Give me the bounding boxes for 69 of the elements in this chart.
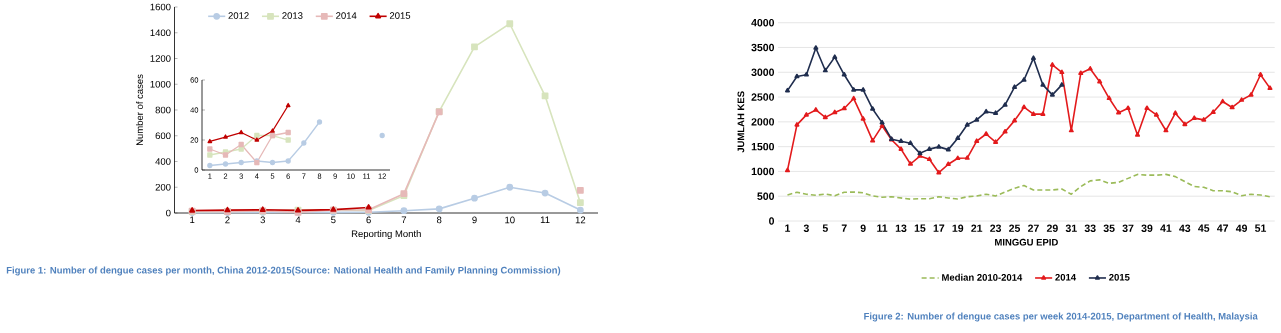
x-tick-label: 10	[505, 216, 515, 224]
y-tick-label: 200	[155, 183, 171, 191]
x-axis-title: MINGGU EPID	[995, 238, 1058, 246]
y-tick-label: 500	[757, 192, 775, 200]
x-tick-label: 11	[877, 224, 888, 232]
y-tick-label: 800	[155, 106, 171, 114]
y-tick-label: 400	[155, 158, 171, 165]
y-tick-label: 1600	[150, 3, 171, 11]
x-tick-label: 43	[1179, 224, 1191, 232]
y-tick-label: 0	[769, 217, 775, 225]
x-tick-label: 5	[822, 224, 828, 232]
x-tick-label: 1	[190, 216, 195, 224]
y-tick-label: 4000	[751, 18, 775, 27]
x-tick-label: 9	[472, 216, 477, 224]
y-tick-label: 600	[155, 132, 171, 140]
y-tick-label: 2500	[751, 93, 775, 101]
x-tick-label: 19	[952, 224, 964, 232]
x-tick-label: 13	[895, 224, 907, 232]
x-tick-label: 27	[1027, 224, 1039, 232]
y-tick-label: 2000	[751, 118, 775, 126]
y-tick-label: 0	[166, 209, 171, 217]
legend-label: 2015	[389, 12, 411, 19]
x-tick-label: 7	[401, 216, 407, 224]
x-tick-label: 5	[331, 216, 336, 224]
x-tick-label: 12	[575, 216, 586, 224]
x-tick-label: 51	[1255, 224, 1267, 232]
legend-label: 2014	[336, 12, 357, 19]
x-tick-label: 49	[1235, 224, 1248, 232]
caption: Figure 2: Number of dengue cases per week 2014-2015, Department of Health, Malaysia	[864, 312, 1258, 322]
legend-label: Median 2010-2014	[942, 273, 1023, 281]
legend-label: 2012	[228, 12, 249, 19]
y-axis-title: Number of cases	[136, 74, 143, 146]
caption: Figure 1: Number of dengue cases per month, China 2012-2015(Source: National Health and Family Planning Commission)	[6, 266, 561, 276]
y-tick-label: 1500	[751, 142, 775, 151]
legend-label: 2014	[1055, 273, 1077, 281]
x-tick-label: 1	[785, 224, 791, 232]
y-tick-label: 1000	[751, 167, 775, 176]
y-tick-label: 1000	[150, 80, 171, 88]
x-tick-label: 41	[1160, 224, 1172, 232]
x-tick-label: 39	[1141, 224, 1153, 232]
x-tick-label: 23	[990, 224, 1002, 232]
x-tick-label: 7	[841, 224, 847, 232]
x-tick-label: 2	[225, 216, 230, 224]
x-tick-label: 3	[803, 224, 809, 232]
x-tick-label: 21	[971, 224, 983, 232]
x-tick-label: 9	[860, 224, 866, 232]
x-tick-label: 4	[295, 216, 301, 224]
x-tick-label: 25	[1009, 224, 1021, 232]
x-tick-label: 31	[1065, 224, 1077, 232]
y-tick-label: 3000	[751, 68, 775, 77]
x-tick-label: 35	[1103, 224, 1115, 232]
legend-label: 2013	[282, 12, 303, 19]
x-tick-label: 45	[1198, 224, 1210, 232]
x-tick-label: 3	[260, 216, 265, 224]
x-tick-label: 17	[933, 224, 945, 232]
legend-label: 2015	[1109, 273, 1130, 281]
x-tick-label: 6	[366, 216, 371, 224]
x-tick-label: 37	[1122, 224, 1134, 232]
x-tick-label: 11	[540, 216, 550, 224]
y-axis-title: JUMLAH KES	[737, 91, 745, 153]
x-axis-title: Reporting Month	[351, 230, 421, 239]
x-tick-label: 8	[436, 216, 442, 224]
x-tick-label: 29	[1046, 224, 1058, 232]
y-tick-label: 3500	[751, 43, 775, 52]
y-tick-label: 1200	[150, 55, 171, 62]
x-tick-label: 33	[1084, 224, 1096, 232]
x-tick-label: 47	[1216, 224, 1229, 232]
x-tick-label: 15	[914, 224, 926, 232]
y-tick-label: 1400	[150, 29, 171, 37]
